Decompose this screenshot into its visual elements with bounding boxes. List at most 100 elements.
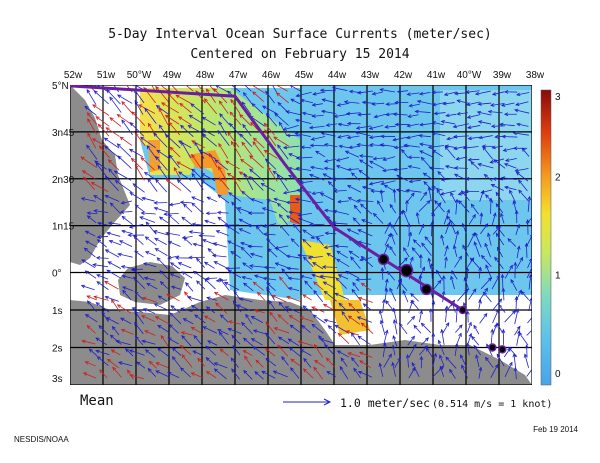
current-arrow	[518, 331, 529, 346]
current-arrow	[219, 314, 229, 323]
current-arrow	[95, 349, 110, 356]
current-arrow	[431, 149, 443, 158]
current-arrow	[263, 122, 275, 136]
x-tick-label: 39w	[493, 70, 512, 81]
current-arrow	[286, 133, 302, 138]
current-arrow	[86, 211, 98, 216]
current-arrow	[233, 290, 241, 301]
current-arrow	[236, 207, 252, 214]
current-arrow	[179, 344, 192, 355]
current-arrow	[320, 109, 336, 115]
current-arrow	[109, 202, 121, 215]
current-arrow	[158, 107, 169, 126]
current-arrow	[413, 324, 422, 334]
current-arrow	[241, 321, 253, 335]
current-arrow	[383, 353, 392, 368]
current-arrow	[171, 347, 182, 356]
current-arrow	[213, 368, 227, 380]
current-arrow	[269, 311, 278, 322]
current-arrow	[407, 231, 413, 248]
current-arrow	[152, 229, 169, 236]
current-arrow	[356, 316, 372, 323]
y-tick-label: 1n15	[52, 222, 75, 233]
current-arrow	[454, 255, 463, 268]
current-arrow	[310, 234, 324, 240]
current-arrow	[298, 217, 314, 225]
current-arrow	[407, 155, 420, 160]
current-arrow	[180, 331, 193, 336]
current-arrow	[134, 250, 144, 258]
current-arrow	[169, 273, 181, 279]
current-arrow	[479, 312, 488, 324]
current-arrow	[507, 346, 518, 358]
current-arrow	[515, 101, 529, 107]
current-arrow	[143, 171, 158, 181]
current-arrow	[84, 270, 97, 279]
current-arrow	[275, 92, 289, 104]
current-arrow	[309, 173, 325, 181]
current-arrow	[449, 368, 456, 379]
current-arrow	[229, 111, 242, 126]
current-arrow	[323, 143, 338, 148]
current-arrow	[205, 357, 216, 367]
drifter-position	[498, 345, 507, 354]
current-arrow	[337, 134, 350, 139]
current-arrow	[181, 354, 193, 368]
current-arrow	[284, 306, 300, 314]
current-arrow	[132, 183, 145, 193]
current-arrow	[112, 366, 122, 378]
current-arrow	[265, 321, 276, 335]
current-arrow	[114, 180, 133, 193]
current-arrow	[85, 240, 98, 248]
current-arrow	[97, 221, 109, 226]
current-arrow	[383, 184, 396, 192]
current-arrow	[294, 132, 311, 138]
current-arrow	[181, 216, 193, 226]
current-arrow	[334, 292, 349, 300]
current-arrow	[80, 284, 95, 291]
current-arrow	[238, 228, 251, 235]
current-arrow	[484, 194, 494, 204]
current-arrow	[218, 120, 228, 136]
current-arrow	[382, 168, 396, 173]
current-arrow	[231, 334, 241, 345]
current-arrow	[490, 363, 499, 378]
current-arrow	[118, 240, 133, 248]
current-arrow	[475, 354, 480, 367]
current-arrow	[307, 255, 323, 260]
current-arrow	[492, 177, 504, 181]
current-arrow	[389, 245, 396, 256]
current-arrow	[286, 266, 299, 271]
current-arrow	[205, 276, 218, 281]
current-arrow	[383, 329, 389, 345]
y-tick-label: 3n45	[52, 128, 75, 139]
current-arrow	[443, 91, 457, 96]
current-arrow	[384, 278, 389, 291]
current-arrow	[169, 312, 182, 325]
y-tick-label: 3s	[52, 374, 63, 385]
current-arrow	[327, 325, 337, 334]
current-arrow	[272, 370, 288, 378]
current-arrow	[195, 257, 205, 269]
current-arrow	[295, 118, 312, 125]
current-arrow	[119, 136, 133, 146]
current-arrow	[108, 239, 122, 246]
current-arrow	[487, 109, 503, 114]
current-arrow	[478, 287, 489, 302]
current-arrow	[113, 170, 132, 181]
current-arrow	[431, 121, 444, 126]
current-arrow	[477, 120, 492, 125]
current-arrow	[491, 91, 505, 96]
current-arrow	[521, 147, 530, 157]
current-arrow	[167, 372, 180, 378]
current-arrow	[527, 257, 532, 269]
current-arrow	[302, 305, 313, 313]
current-arrow	[309, 165, 324, 170]
current-arrow	[198, 149, 216, 160]
current-arrow	[503, 163, 517, 169]
current-arrow	[277, 314, 289, 325]
current-arrow	[205, 211, 217, 216]
current-arrow	[180, 307, 193, 313]
current-arrow	[230, 85, 241, 93]
